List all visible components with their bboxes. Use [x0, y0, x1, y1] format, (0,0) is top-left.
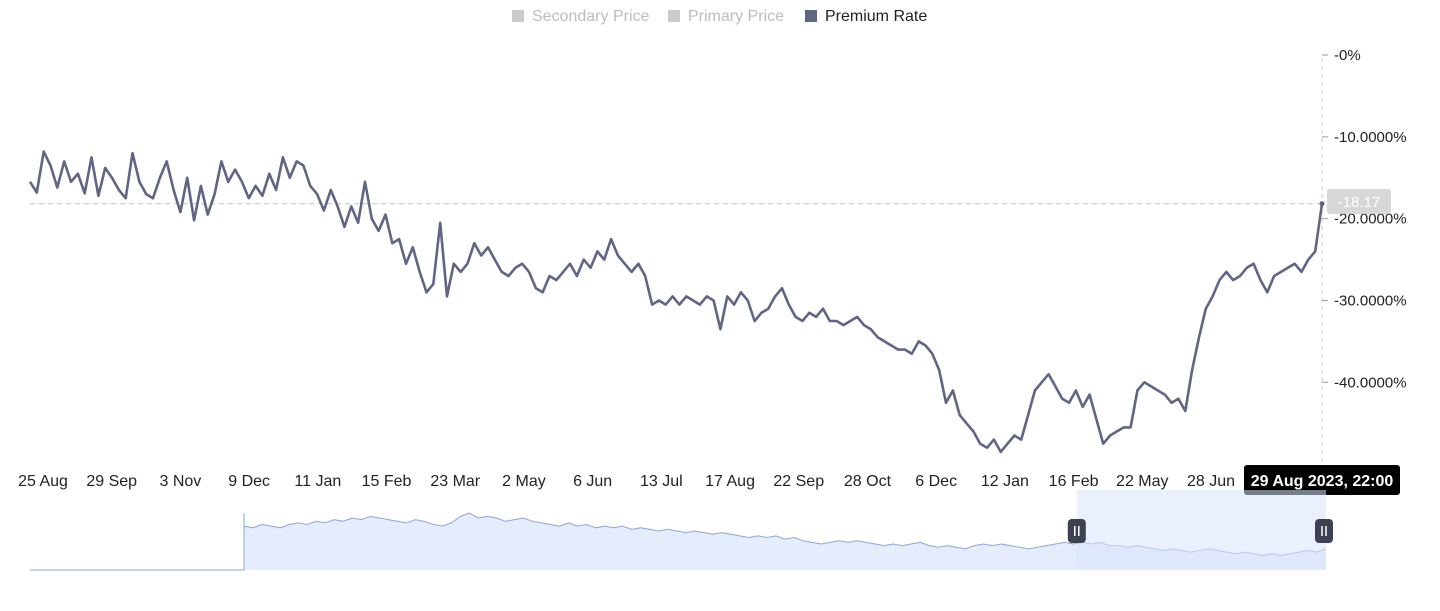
x-tick-label: 29 Sep	[86, 473, 137, 490]
x-tick-label: 12 Jan	[981, 473, 1029, 490]
y-tick-label: -30.0000%	[1334, 293, 1407, 310]
crosshair-time-label: 29 Aug 2023, 22:00	[1244, 465, 1400, 495]
x-tick-label: 22 Sep	[773, 473, 824, 490]
x-tick-label: 3 Nov	[160, 473, 202, 490]
x-tick-label: 6 Dec	[915, 473, 957, 490]
navigator-selected-range[interactable]	[1076, 490, 1326, 570]
crosshair-value-text: -18.17	[1338, 194, 1381, 211]
crosshair-time-box	[1244, 465, 1400, 495]
legend-label: Primary Price	[688, 8, 784, 25]
plot-area: -0%-10.0000%-20.0000%-30.0000%-40.0000% …	[18, 47, 1407, 495]
navigator-area	[244, 513, 1326, 570]
y-tick-label: -10.0000%	[1334, 129, 1407, 146]
x-tick-label: 17 Aug	[705, 473, 755, 490]
crosshair-value-box	[1327, 189, 1391, 214]
legend-item-secondary-price[interactable]: Secondary Price	[512, 8, 649, 25]
x-tick-label: 28 Jun	[1187, 473, 1235, 490]
legend-swatch	[805, 10, 817, 22]
y-tick-label: -20.0000%	[1334, 211, 1407, 228]
y-tick-label: -40.0000%	[1334, 374, 1407, 391]
legend-swatch	[668, 10, 680, 22]
x-tick-label: 25 Aug	[18, 473, 68, 490]
series-line-premium-rate	[28, 150, 1324, 454]
x-tick-label: 6 Jun	[573, 473, 612, 490]
legend: Secondary Price Primary Price Premium Rate	[512, 8, 927, 25]
legend-item-primary-price[interactable]: Primary Price	[668, 8, 784, 25]
y-axis: -0% -10.0000% -20.0000% -30.0000% -40.0000%	[1322, 47, 1407, 391]
x-tick-label: 13 Jul	[640, 473, 683, 490]
crosshair-value-label: -18.17	[1327, 189, 1391, 214]
x-tick-label: 15 Feb	[362, 473, 412, 490]
navigator-handle-right[interactable]	[1315, 519, 1333, 543]
navigator[interactable]	[30, 490, 1333, 571]
navigator-handle-left[interactable]	[1067, 519, 1086, 543]
x-tick-label: 16 Feb	[1049, 473, 1099, 490]
series-last-point	[1319, 201, 1325, 207]
x-tick-label: 9 Dec	[228, 473, 270, 490]
x-axis: 25 Aug 29 Sep 3 Nov 9 Dec 11 Jan 15 Feb 23 Mar…	[18, 473, 1235, 490]
x-tick-label: 2 May	[502, 473, 546, 490]
crosshair-time-text: 29 Aug 2023, 22:00	[1251, 473, 1394, 490]
legend-swatch	[512, 10, 524, 22]
x-tick-label: 11 Jan	[294, 473, 341, 490]
x-tick-label: 23 Mar	[430, 473, 480, 490]
legend-label: Premium Rate	[825, 8, 927, 25]
x-tick-label: 28 Oct	[844, 473, 892, 490]
legend-item-premium-rate[interactable]: Premium Rate	[805, 8, 927, 25]
legend-label: Secondary Price	[532, 8, 649, 25]
handle-body[interactable]	[1315, 519, 1333, 543]
handle-body[interactable]	[1067, 519, 1086, 543]
y-tick-label: -0%	[1334, 47, 1361, 64]
x-tick-label: 22 May	[1116, 473, 1168, 490]
